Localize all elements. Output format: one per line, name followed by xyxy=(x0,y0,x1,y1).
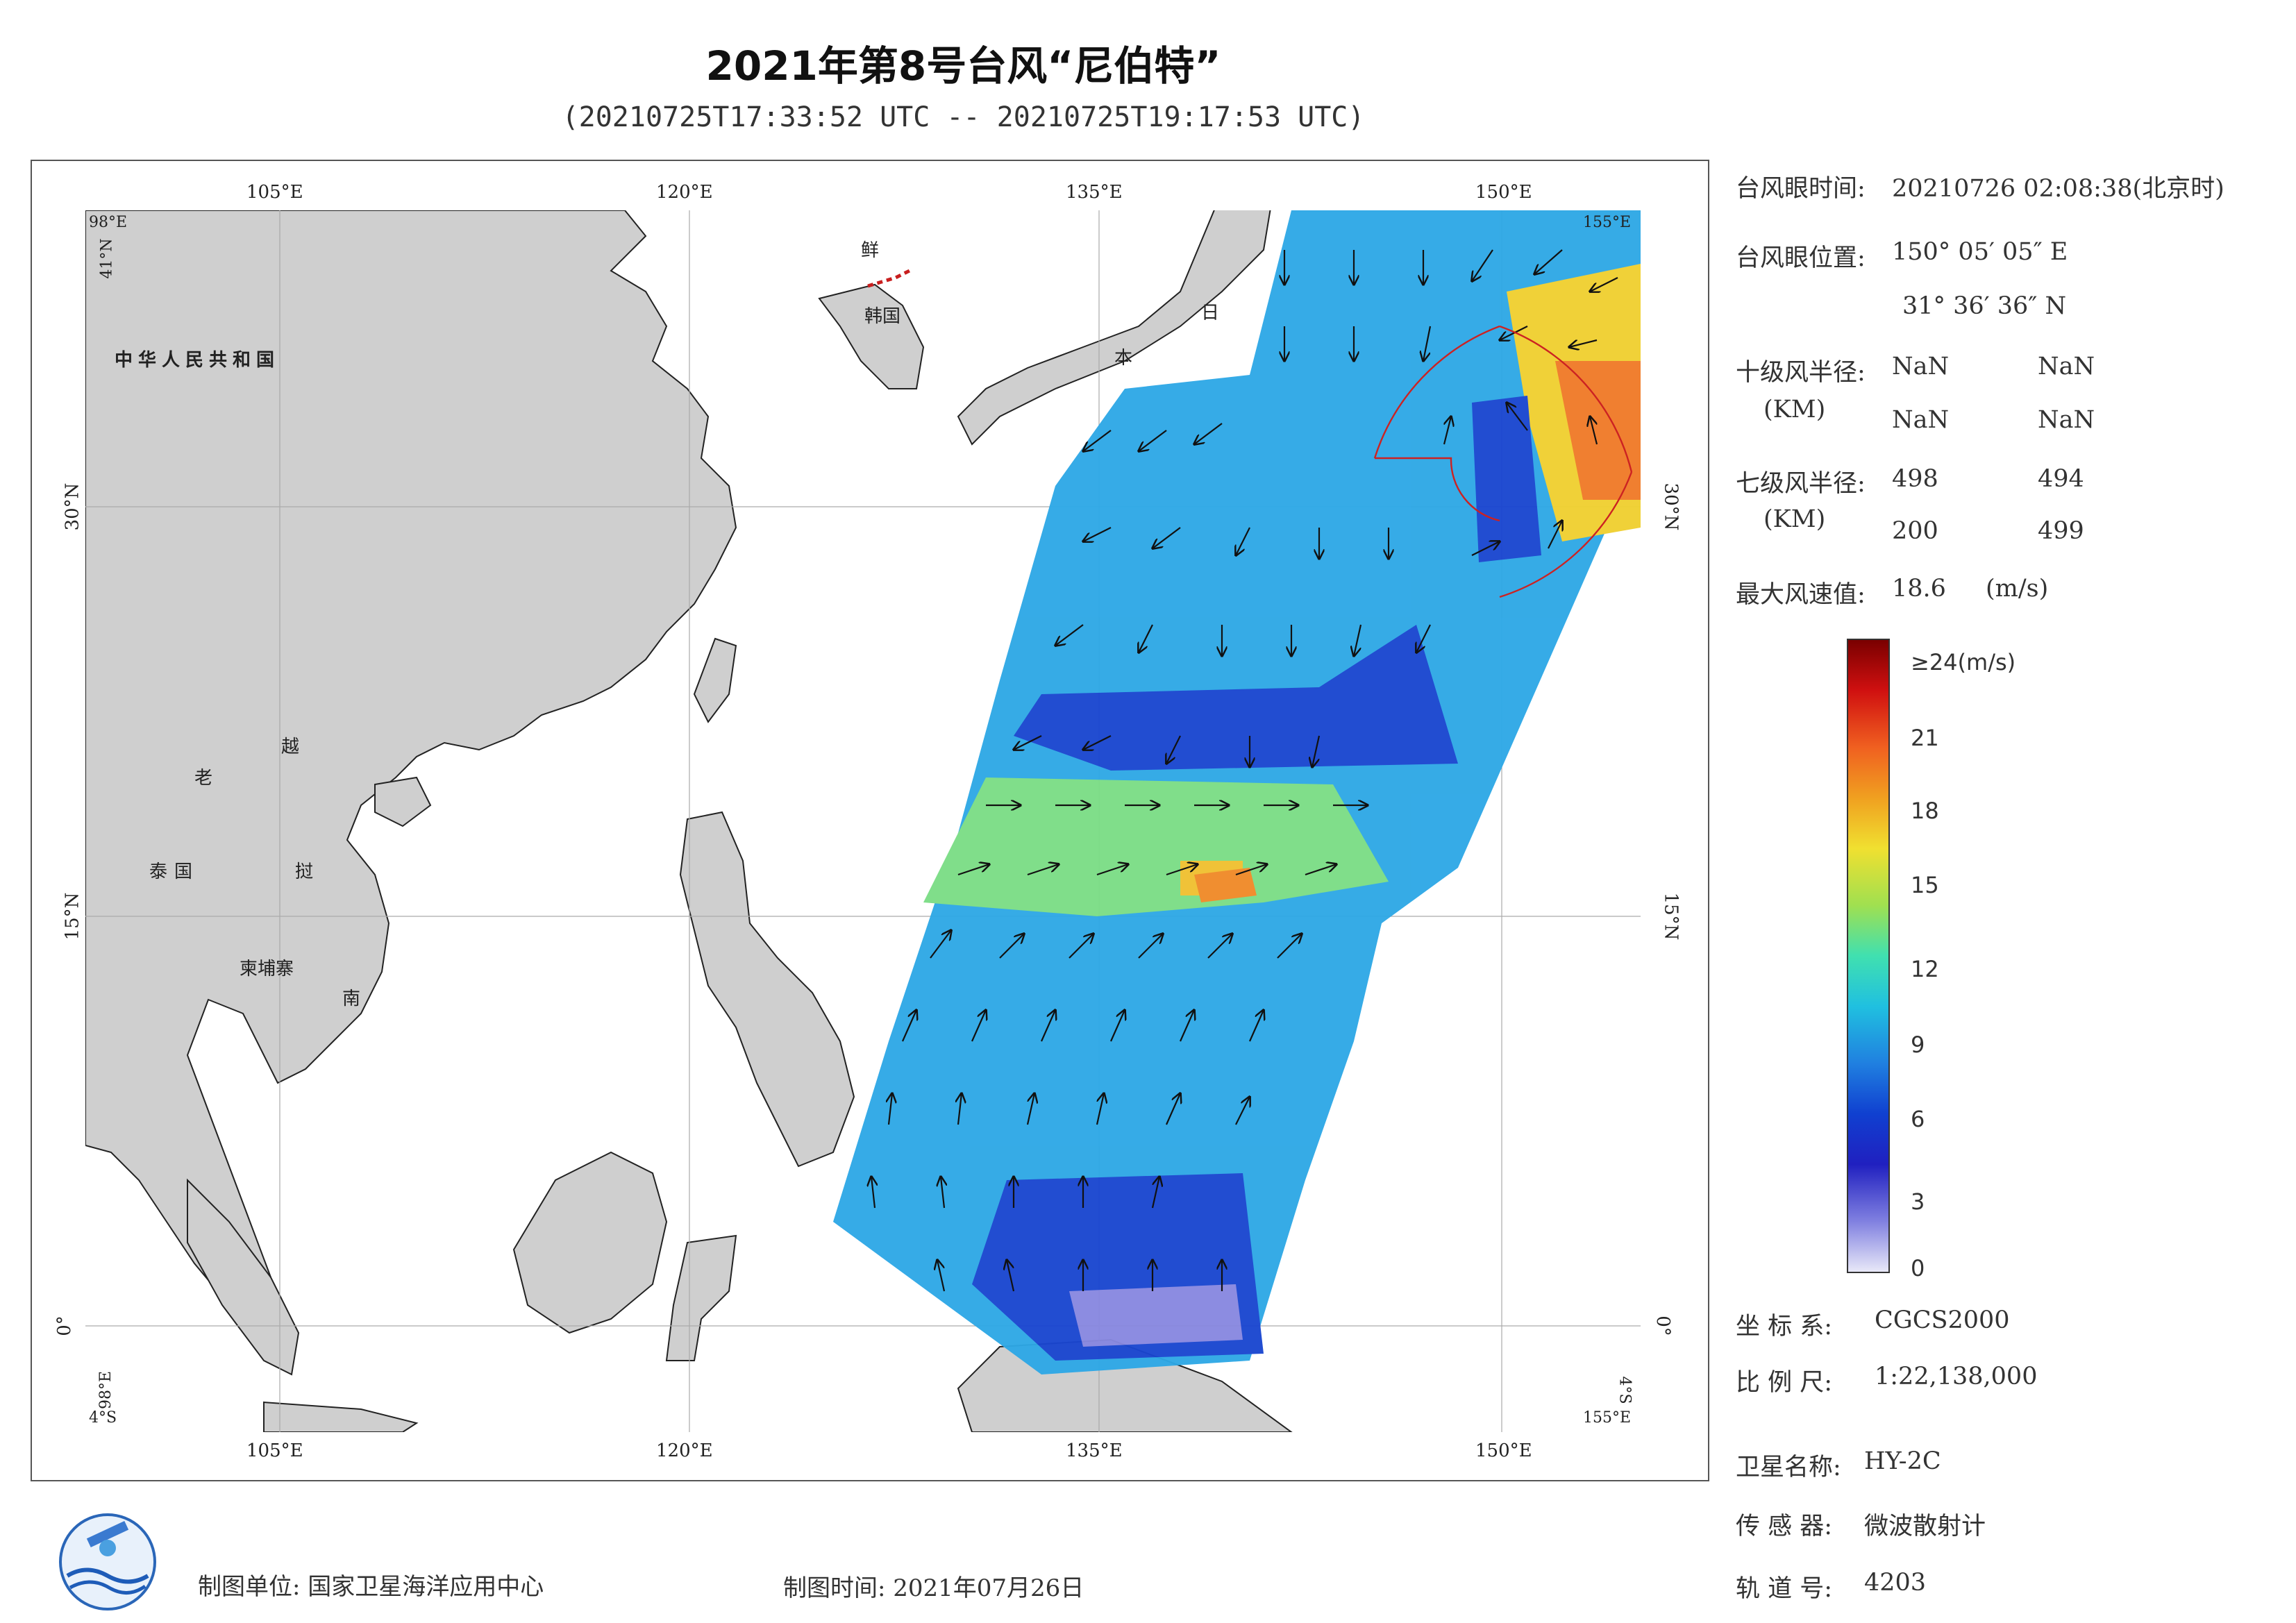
lon-label-bottom: 120°E xyxy=(656,1440,713,1461)
sensor-value: 微波散射计 xyxy=(1864,1513,1986,1540)
colorbar-tick: 21 xyxy=(1911,725,1939,751)
time-range-subtitle: (20210725T17:33:52 UTC -- 20210725T19:17… xyxy=(562,101,1365,133)
label-vietnam-nan: 南 xyxy=(342,989,361,1009)
satellite-label: 卫星名称: xyxy=(1736,1454,1841,1481)
max-wind-unit: (m/s) xyxy=(1986,575,2049,603)
swath-low-band xyxy=(1014,625,1458,771)
production-date: 制图时间: 2021年07月26日 xyxy=(783,1574,1084,1602)
lat-label-left: 15°N xyxy=(62,892,83,941)
corner-lat-br: 4°S xyxy=(1616,1376,1634,1404)
hainan xyxy=(374,776,432,827)
lon-label-bottom: 105°E xyxy=(246,1440,303,1461)
colorbar-tick: 6 xyxy=(1911,1106,1925,1132)
corner-lat-tl: 41°N xyxy=(98,238,116,279)
label-laos: 老 xyxy=(194,768,213,789)
colorbar-top-label: ≥24(m/s) xyxy=(1911,649,2016,675)
dmz-border xyxy=(867,269,911,288)
colorbar-tick: 0 xyxy=(1911,1255,1925,1281)
lon-label-top: 150°E xyxy=(1475,182,1532,203)
lon-label-top: 120°E xyxy=(656,182,713,203)
r7-value: 498 xyxy=(1892,465,1938,493)
r7-value: 494 xyxy=(2038,465,2084,493)
eye-pos-lat: 31° 36′ 36″ N xyxy=(1902,292,2067,320)
lon-label-top: 105°E xyxy=(246,182,303,203)
philippines xyxy=(679,811,855,1168)
orbit-value: 4203 xyxy=(1864,1569,1927,1597)
colorbar-tick: 18 xyxy=(1911,798,1939,824)
colorbar-tick: 3 xyxy=(1911,1188,1925,1215)
korea xyxy=(818,283,925,389)
max-wind-label: 最大风速值: xyxy=(1736,581,1866,609)
label-japan-ben: 本 xyxy=(1114,348,1133,369)
japan xyxy=(957,210,1271,446)
scale-value: 1:22,138,000 xyxy=(1875,1363,2038,1390)
wind-speed-colorbar xyxy=(1847,639,1890,1273)
wind-speed-swath xyxy=(833,210,1641,1374)
java xyxy=(263,1401,419,1432)
r10-value: NaN xyxy=(1892,406,1950,434)
r7-label: 七级风半径: xyxy=(1736,470,1866,498)
r10-unit: (KM) xyxy=(1763,396,1826,423)
r10-value: NaN xyxy=(2038,353,2095,380)
lat-label-left: 0° xyxy=(53,1315,75,1336)
colorbar-tick: 12 xyxy=(1911,956,1939,982)
eye-time-value: 20210726 02:08:38(北京时) xyxy=(1892,175,2224,203)
label-china: 中华人民共和国 xyxy=(115,350,280,371)
lon-label-bottom: 135°E xyxy=(1066,1440,1123,1461)
map-frame xyxy=(31,160,1709,1481)
producer-label: 制图单位: 国家卫星海洋应用中心 xyxy=(198,1573,544,1601)
swath-eye-calm xyxy=(1472,396,1541,562)
wind-vectors xyxy=(871,249,1618,1292)
label-japan-ri: 日 xyxy=(1201,303,1220,323)
corner-lon-br: 155°E xyxy=(1583,1409,1632,1427)
r7-unit: (KM) xyxy=(1763,505,1826,533)
eye-time-label: 台风眼时间: xyxy=(1736,175,1866,203)
max-wind-value: 18.6 xyxy=(1892,575,1946,603)
swath-moderate-band xyxy=(923,777,1389,916)
r10-label: 十级风半径: xyxy=(1736,359,1866,387)
r10-value: NaN xyxy=(1892,353,1950,380)
r7-value: 499 xyxy=(2038,517,2084,545)
colorbar-tick: 9 xyxy=(1911,1032,1925,1058)
colorbar-tick: 15 xyxy=(1911,872,1939,898)
satellite-value: HY-2C xyxy=(1864,1447,1941,1475)
label-thailand: 泰国 xyxy=(149,861,200,882)
wind-radius-outline xyxy=(1373,325,1633,598)
map-title: 2021年第8号台风“尼伯特” xyxy=(705,42,1221,90)
lat-label-right: 30°N xyxy=(1660,482,1682,531)
label-dprk: 鲜 xyxy=(861,240,880,261)
corner-lon-tr: 155°E xyxy=(1583,214,1632,231)
taiwan xyxy=(693,637,737,723)
corner-lon-tl: 98°E xyxy=(89,214,128,231)
lat-label-right: 15°N xyxy=(1660,892,1682,941)
crs-label: 坐 标 系: xyxy=(1736,1313,1833,1340)
swath-patch-2 xyxy=(1194,868,1257,902)
scale-label: 比 例 尺: xyxy=(1736,1369,1833,1397)
swath-calm-south xyxy=(1069,1284,1243,1347)
eye-pos-label: 台风眼位置: xyxy=(1736,244,1866,272)
lat-label-left: 30°N xyxy=(62,482,83,531)
label-tai: 挝 xyxy=(295,861,314,882)
r10-value: NaN xyxy=(2038,406,2095,434)
label-korea: 韩国 xyxy=(864,306,901,327)
lat-label-right: 0° xyxy=(1652,1315,1673,1336)
lon-label-top: 135°E xyxy=(1066,182,1123,203)
orbit-label: 轨 道 号: xyxy=(1736,1575,1833,1603)
sensor-label: 传 感 器: xyxy=(1736,1513,1833,1540)
swath-peak xyxy=(1555,361,1641,500)
graticule xyxy=(85,210,1641,1432)
eye-pos-lon: 150° 05′ 05″ E xyxy=(1892,238,2068,266)
corner-lon-bl: 98°E xyxy=(97,1370,115,1410)
r7-value: 200 xyxy=(1892,517,1938,545)
sulawesi xyxy=(665,1234,737,1361)
borneo xyxy=(512,1151,668,1334)
crs-value: CGCS2000 xyxy=(1875,1306,2010,1334)
label-vietnam-yue: 越 xyxy=(281,737,300,757)
lon-label-bottom: 150°E xyxy=(1475,1440,1532,1461)
label-cambodia: 柬埔寨 xyxy=(240,959,294,979)
corner-lat-bl: 4°S xyxy=(89,1409,117,1427)
nsoas-logo-icon xyxy=(59,1513,156,1611)
